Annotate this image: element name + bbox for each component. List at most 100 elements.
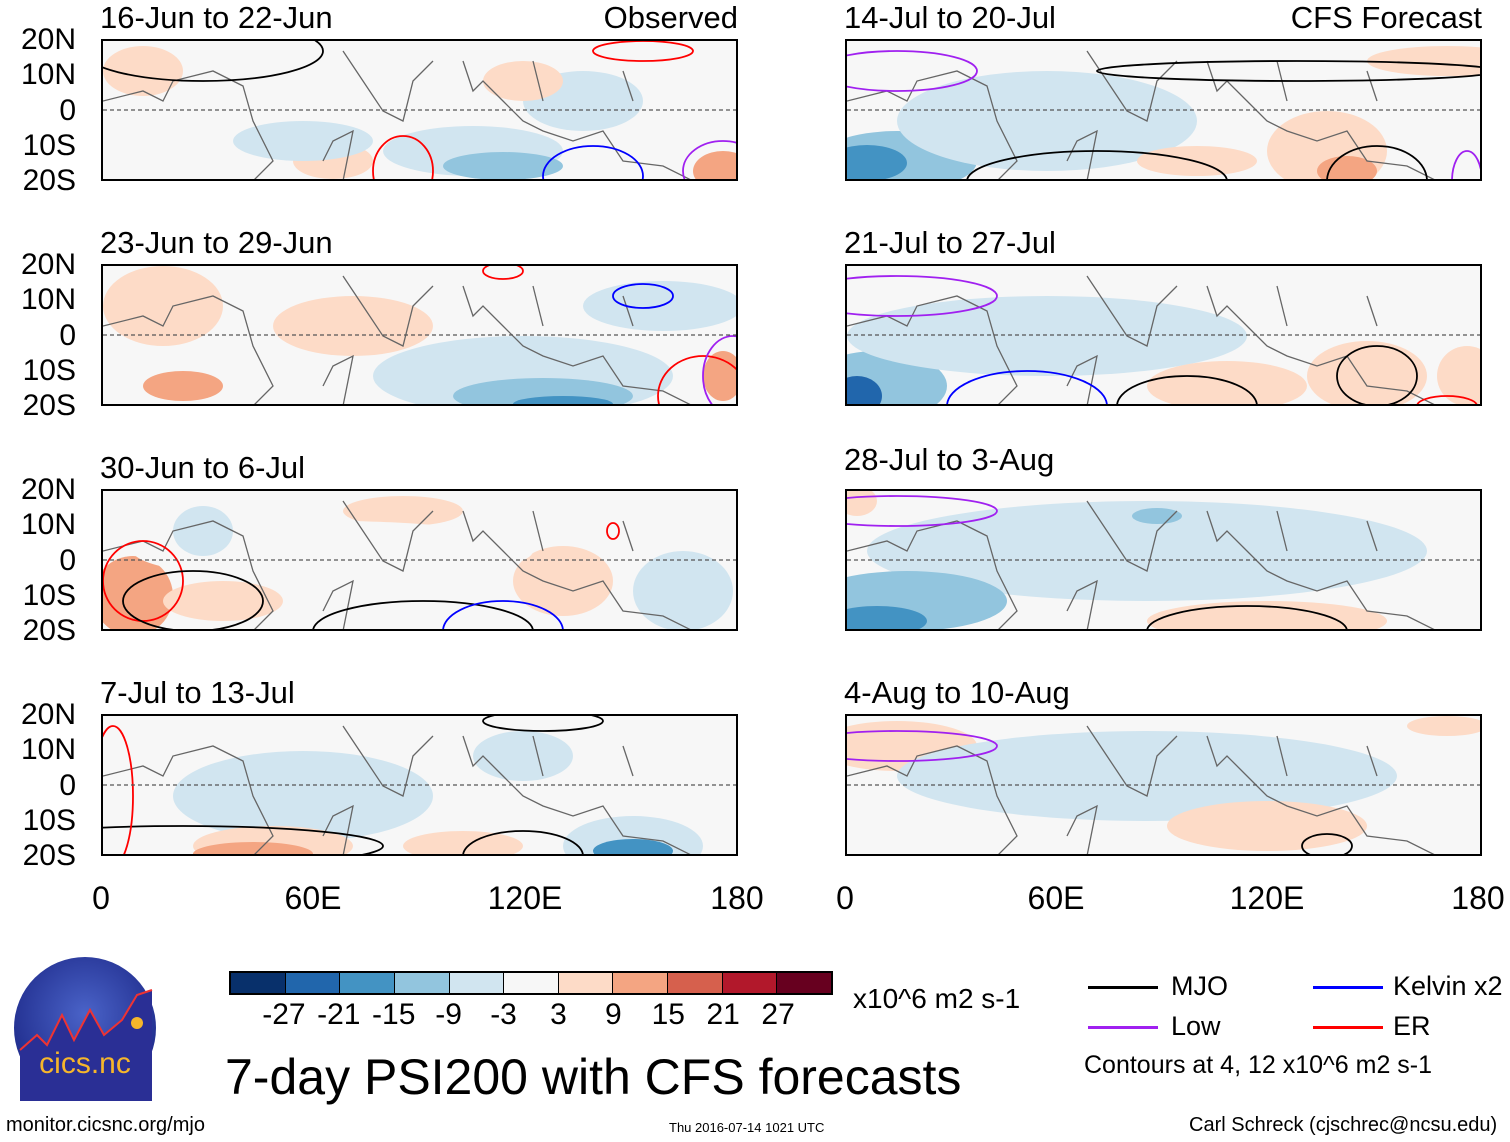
panel-title-right-3: 28-Jul to 3-Aug	[844, 442, 1055, 477]
colorbar-swatch	[231, 973, 286, 993]
anomaly-shading	[343, 496, 463, 526]
coastline	[103, 275, 691, 404]
colorbar-tick-label: -21	[317, 998, 361, 1031]
colorbar-swatch	[394, 973, 450, 993]
lat-label-row1: 20S	[22, 164, 76, 198]
panel-tag-left: Observed	[603, 0, 738, 35]
colorbar-tick-label: 21	[706, 998, 740, 1031]
colorbar-swatch	[613, 973, 669, 993]
legend-label-kelvin: Kelvin x2	[1393, 971, 1503, 1001]
main-title: 7-day PSI200 with CFS forecasts	[225, 1049, 962, 1105]
lat-label-row4: 0	[59, 768, 76, 802]
anomaly-shading	[593, 839, 673, 854]
wave-contour	[1326, 145, 1428, 179]
wave-contour	[682, 140, 736, 179]
colorbar-tick-label: 9	[605, 998, 622, 1031]
map-panel-left-4	[101, 714, 738, 856]
wave-contour	[103, 41, 324, 82]
anomaly-shading	[163, 581, 283, 621]
wave-contour	[482, 266, 524, 280]
legend-line-low	[1088, 1026, 1158, 1029]
panel-title-left-2: 23-Jun to 29-Jun	[100, 225, 333, 260]
anomaly-shading	[867, 501, 1427, 601]
lat-label-row1: 20N	[20, 23, 76, 56]
lat-label-row1: 10N	[20, 58, 76, 92]
anomaly-shading	[1147, 361, 1307, 404]
anomaly-shading	[173, 751, 433, 841]
map-panel-left-3	[101, 489, 738, 631]
colorbar	[229, 971, 833, 995]
panel-title-left-3: 30-Jun to 6-Jul	[100, 450, 306, 485]
anomaly-shading	[133, 521, 533, 581]
anomaly-shading	[143, 371, 223, 401]
wave-contour	[462, 830, 584, 854]
panel-title-left-1: 16-Jun to 22-Jun	[100, 0, 333, 35]
wave-contour	[103, 825, 384, 854]
lon-label-right-120e: 120E	[1229, 880, 1305, 916]
lat-label-row1: 0	[59, 93, 76, 127]
lon-label-left-60e: 60E	[284, 880, 342, 916]
panel-tag-right: CFS Forecast	[1290, 0, 1482, 35]
anomaly-shading	[1307, 341, 1427, 404]
anomaly-shading	[847, 606, 927, 629]
anomaly-shading	[847, 376, 882, 404]
wave-contour	[847, 730, 998, 762]
wave-contour	[442, 600, 564, 629]
lat-label-row1: 10S	[22, 128, 76, 162]
map-panel-left-2	[101, 264, 738, 406]
anomaly-shading	[693, 151, 736, 179]
anomaly-shading	[473, 731, 573, 781]
panel-title-right-1: 14-Jul to 20-Jul	[844, 0, 1056, 35]
wave-contour	[1116, 375, 1258, 404]
anomaly-shading	[897, 71, 1197, 171]
panel-title-right-4: 4-Aug to 10-Aug	[844, 675, 1070, 710]
coastline	[103, 50, 691, 179]
wave-contour	[312, 600, 534, 629]
anomaly-shading	[173, 506, 233, 556]
anomaly-shading	[403, 831, 523, 854]
coastline	[103, 500, 691, 629]
anomaly-shading	[847, 145, 907, 179]
colorbar-tick-label: -9	[435, 998, 462, 1031]
footer-url-link[interactable]: monitor.cicsnc.org/mjo	[6, 1114, 205, 1136]
anomaly-shading	[1367, 46, 1480, 76]
footer-timestamp: Thu 2016-07-14 1021 UTC	[669, 1120, 825, 1135]
legend-label-er: ER	[1393, 1011, 1431, 1041]
panel-title-right-2: 21-Jul to 27-Jul	[844, 225, 1056, 260]
anomaly-shading	[1132, 508, 1182, 524]
panel-title-left-4: 7-Jul to 13-Jul	[100, 675, 295, 710]
colorbar-swatch	[722, 973, 778, 993]
lat-label-row4: 20N	[20, 698, 76, 731]
wave-contour	[847, 50, 978, 92]
anomaly-shading	[193, 842, 313, 854]
anomaly-shading	[1167, 801, 1367, 851]
anomaly-shading	[103, 46, 183, 96]
lat-label-row2: 10N	[20, 283, 76, 317]
colorbar-swatch	[777, 973, 832, 993]
anomaly-shading	[273, 296, 433, 356]
wave-contour	[482, 716, 604, 732]
wave-contour	[606, 522, 620, 540]
lat-label-row2: 10S	[22, 353, 76, 387]
wave-contour	[1096, 60, 1480, 82]
lat-label-row2: 20S	[22, 389, 76, 423]
wave-contour	[702, 335, 736, 404]
anomaly-shading	[103, 556, 173, 629]
map-panel-right-4	[845, 714, 1482, 856]
legend-label-mjo: MJO	[1171, 971, 1228, 1001]
lat-label-row4: 20S	[22, 839, 76, 873]
legend-label-low: Low	[1171, 1011, 1221, 1041]
anomaly-shading	[1437, 346, 1480, 404]
wave-contour	[103, 725, 134, 854]
colorbar-swatch	[449, 973, 505, 993]
anomaly-shading	[513, 396, 613, 404]
colorbar-swatch	[340, 973, 395, 993]
lat-label-row3: 20N	[20, 473, 76, 506]
lon-label-right-0: 0	[836, 880, 854, 916]
colorbar-tick-label: -27	[262, 998, 306, 1031]
coastline	[847, 275, 1435, 404]
wave-contour	[657, 355, 736, 404]
anomaly-shading	[563, 816, 703, 854]
lon-label-left-120e: 120E	[487, 880, 563, 916]
wave-contour	[1301, 833, 1353, 854]
